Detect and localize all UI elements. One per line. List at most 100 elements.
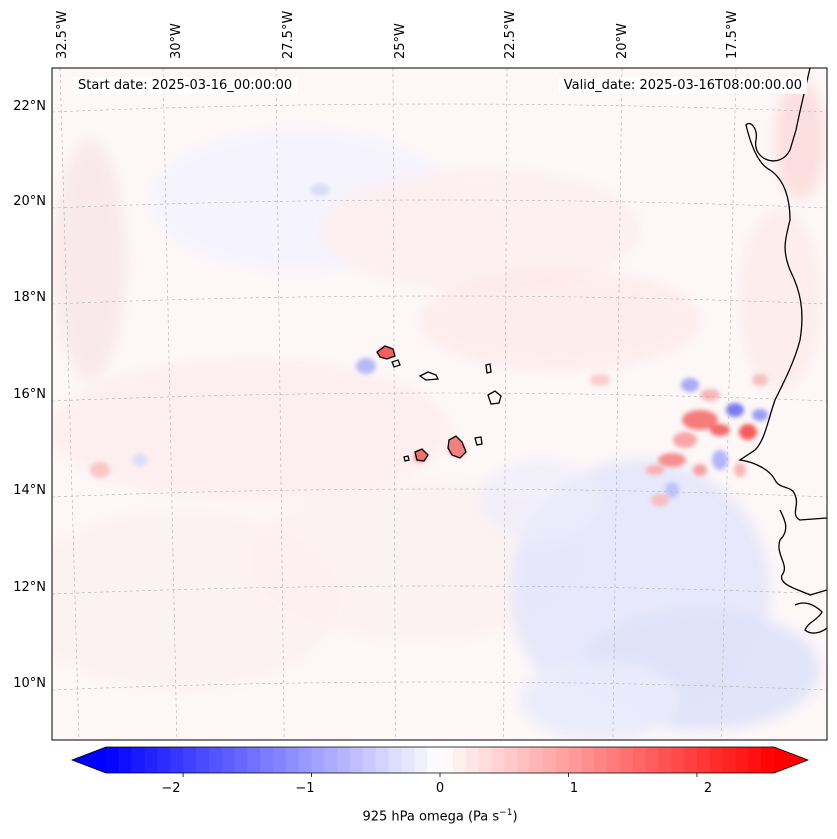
gridlines [52,68,827,740]
colorbar-level [671,747,685,773]
island-fogo [414,448,429,462]
start-date-label: Start date: 2025-03-16_00:00:00 [73,77,298,94]
meridian-gridline [275,68,285,740]
colorbar-level [183,747,197,773]
colorbar-level [311,747,325,773]
omega-convective-cluster [646,374,768,506]
island-brava [403,455,410,462]
colorbar-level [234,747,248,773]
colorbar-level [170,747,184,773]
island-santo-antao [376,345,396,360]
colorbar-outline [70,746,810,774]
colorbar-tick-label: 1 [569,781,579,796]
meridian-gridline [59,68,80,740]
colorbar-label-close: ) [512,809,518,825]
lon-label: 22.5°W [503,10,518,59]
colorbar-level [696,747,711,773]
island-sao-nicolau [418,371,440,381]
colorbar-level [632,747,647,773]
colorbar-level [517,747,531,773]
colorbar-tick-label: −1 [295,781,315,796]
lon-label: 32.5°W [55,10,70,59]
lon-label: 25°W [393,23,408,59]
island-santiago [447,435,467,459]
lat-label: 10°N [13,676,46,691]
cape-verde-islands [376,345,502,462]
bijagos-coastline [794,602,827,634]
parallel-gridline [52,103,827,113]
lat-label: 16°N [13,387,46,402]
colorbar-label-text: 925 hPa omega (Pa s [362,809,500,825]
colorbar-level [208,747,223,773]
colorbar-ticks [182,773,698,777]
map-plot-area [52,68,827,740]
island-sal [485,363,492,374]
colorbar-level [337,747,351,773]
colorbar-level [285,747,300,773]
colorbar-level [735,747,749,773]
lat-label: 18°N [13,290,46,305]
parallel-gridline [52,295,827,305]
colorbar-level [504,747,518,773]
lat-label: 12°N [13,580,46,595]
parallel-gridline [52,488,827,498]
colorbar-level [748,747,762,773]
lon-label: 17.5°W [725,10,740,59]
colorbar-level [658,747,672,773]
parallel-gridline [52,392,827,402]
colorbar-level [581,747,595,773]
colorbar-label-unit-exponent: −1 [499,808,513,818]
lat-label: 14°N [13,483,46,498]
colorbar-level [106,747,120,773]
colorbar-level [722,747,737,773]
colorbar-level [542,747,557,773]
colorbar-level [414,747,428,773]
colorbar-level [440,747,454,773]
colorbar-level [607,747,621,773]
colorbar-level [195,747,210,773]
colorbar-level [594,747,608,773]
colorbar-level [478,747,492,773]
island-sao-vicente [391,359,401,368]
colorbar-level [350,747,364,773]
lat-label: 20°N [13,194,46,209]
meridian-gridline [503,68,508,740]
colorbar-label: 925 hPa omega (Pa s−1) [290,808,590,824]
lat-label: 22°N [13,99,46,114]
colorbar-extend-high [774,747,808,773]
colorbar-extend-low [72,747,106,773]
colorbar-level [555,747,570,773]
colorbar-level [247,747,261,773]
colorbar-level [157,747,171,773]
colorbar-level [362,747,377,773]
colorbar-level [529,747,544,773]
africa-coastline [738,68,827,521]
colorbar-level [221,747,236,773]
parallel-gridline [52,199,827,209]
colorbar [70,746,810,777]
island-boa-vista [487,390,502,405]
meridian-gridline [162,68,178,740]
colorbar-tick-label: 2 [703,781,713,796]
colorbar-level [568,747,582,773]
island-maio [474,436,483,446]
colorbar-level [645,747,659,773]
colorbar-level [491,747,505,773]
lon-label: 30°W [169,23,184,59]
meridian-gridline [612,68,623,740]
meridian-gridline [392,68,396,740]
lon-label: 27.5°W [281,10,296,59]
colorbar-level [709,747,724,773]
colorbar-level [465,747,480,773]
colorbar-level [118,747,133,773]
colorbar-level [260,747,274,773]
colorbar-level [324,747,338,773]
valid-date-label: Valid_date: 2025-03-16T08:00:00.00 [558,77,807,94]
lon-label: 20°W [615,23,630,59]
colorbar-level [761,747,775,773]
parallel-gridline [52,681,827,691]
colorbar-level [273,747,287,773]
colorbar-level [388,747,403,773]
colorbar-level [452,747,467,773]
colorbar-level [131,747,146,773]
